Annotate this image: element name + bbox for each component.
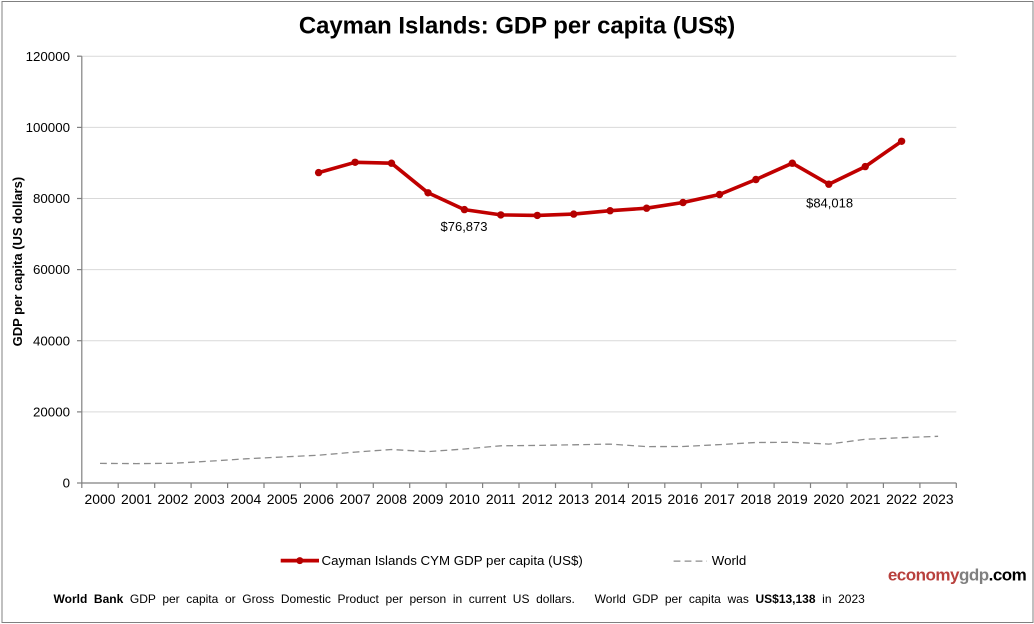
svg-text:2021: 2021	[850, 491, 881, 507]
svg-text:2009: 2009	[413, 491, 444, 507]
svg-text:60000: 60000	[33, 262, 70, 277]
svg-text:2014: 2014	[595, 491, 626, 507]
svg-text:100000: 100000	[26, 120, 70, 135]
svg-text:2010: 2010	[449, 491, 480, 507]
svg-text:2005: 2005	[267, 491, 298, 507]
svg-text:2002: 2002	[157, 491, 188, 507]
svg-text:economygdp.com: economygdp.com	[888, 565, 1027, 584]
svg-text:40000: 40000	[33, 333, 70, 348]
svg-text:2020: 2020	[813, 491, 844, 507]
svg-text:$76,873: $76,873	[441, 219, 488, 234]
svg-text:World: World	[712, 553, 746, 568]
svg-text:Cayman Islands: GDP per capita: Cayman Islands: GDP per capita (US$)	[299, 13, 735, 40]
svg-text:20000: 20000	[33, 405, 70, 420]
svg-text:2019: 2019	[777, 491, 808, 507]
svg-text:GDP per capita (US dollars): GDP per capita (US dollars)	[10, 177, 25, 347]
svg-text:2011: 2011	[486, 491, 516, 507]
svg-text:2022: 2022	[886, 491, 917, 507]
svg-text:2001: 2001	[121, 491, 152, 507]
svg-text:World Bank GDP per capita or G: World Bank GDP per capita or Gross Domes…	[54, 592, 866, 606]
svg-text:2023: 2023	[923, 491, 954, 507]
svg-text:2015: 2015	[631, 491, 662, 507]
svg-text:2003: 2003	[194, 491, 225, 507]
svg-text:2012: 2012	[522, 491, 553, 507]
svg-text:2013: 2013	[558, 491, 589, 507]
svg-text:2004: 2004	[230, 491, 261, 507]
svg-text:80000: 80000	[33, 191, 70, 206]
svg-text:2008: 2008	[376, 491, 407, 507]
svg-text:2000: 2000	[85, 491, 116, 507]
svg-text:120000: 120000	[26, 49, 70, 64]
svg-text:$84,018: $84,018	[806, 196, 853, 211]
svg-text:Cayman Islands CYM GDP per cap: Cayman Islands CYM GDP per capita (US$)	[322, 553, 583, 568]
svg-text:2006: 2006	[303, 491, 334, 507]
svg-text:2016: 2016	[668, 491, 699, 507]
svg-text:0: 0	[63, 476, 70, 491]
svg-text:2018: 2018	[740, 491, 771, 507]
svg-text:2017: 2017	[704, 491, 735, 507]
svg-text:2007: 2007	[340, 491, 371, 507]
